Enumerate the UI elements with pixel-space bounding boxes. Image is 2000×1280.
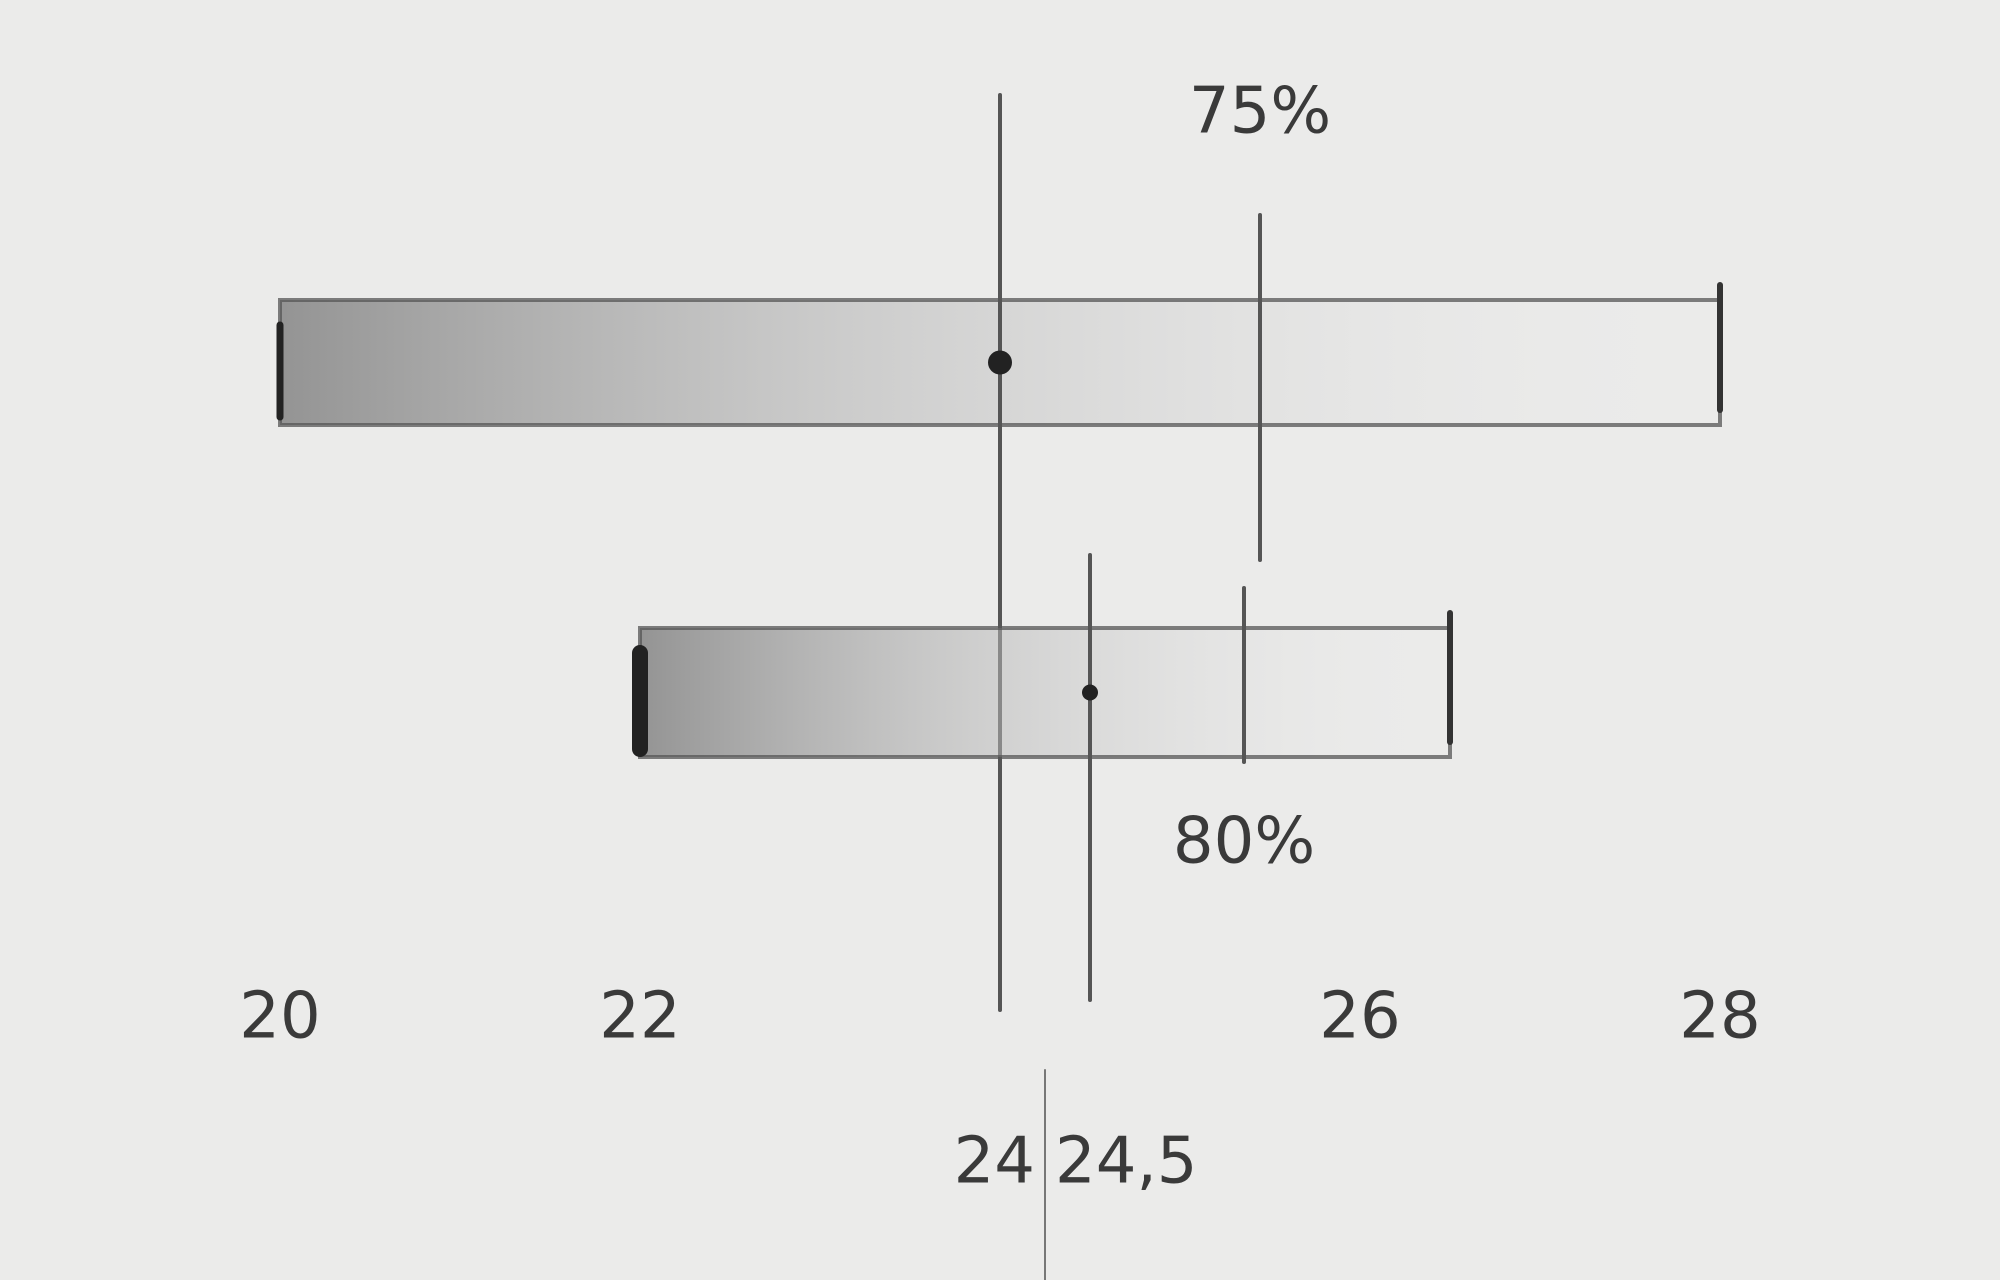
x-tick-label: 26 xyxy=(1319,980,1400,1054)
x-tick-label: 28 xyxy=(1679,980,1760,1054)
x-tick-label: 20 xyxy=(239,980,320,1054)
marker-dot xyxy=(1082,684,1098,701)
threshold-label: 75% xyxy=(1189,75,1331,149)
threshold-label: 80% xyxy=(1173,805,1315,879)
x-tick-label: 24 xyxy=(954,1125,1035,1199)
range-bar xyxy=(638,626,1452,759)
x-tick-label: 24,5 xyxy=(1055,1125,1198,1199)
marker-dot xyxy=(988,350,1012,375)
x-tick-label: 22 xyxy=(599,980,680,1054)
